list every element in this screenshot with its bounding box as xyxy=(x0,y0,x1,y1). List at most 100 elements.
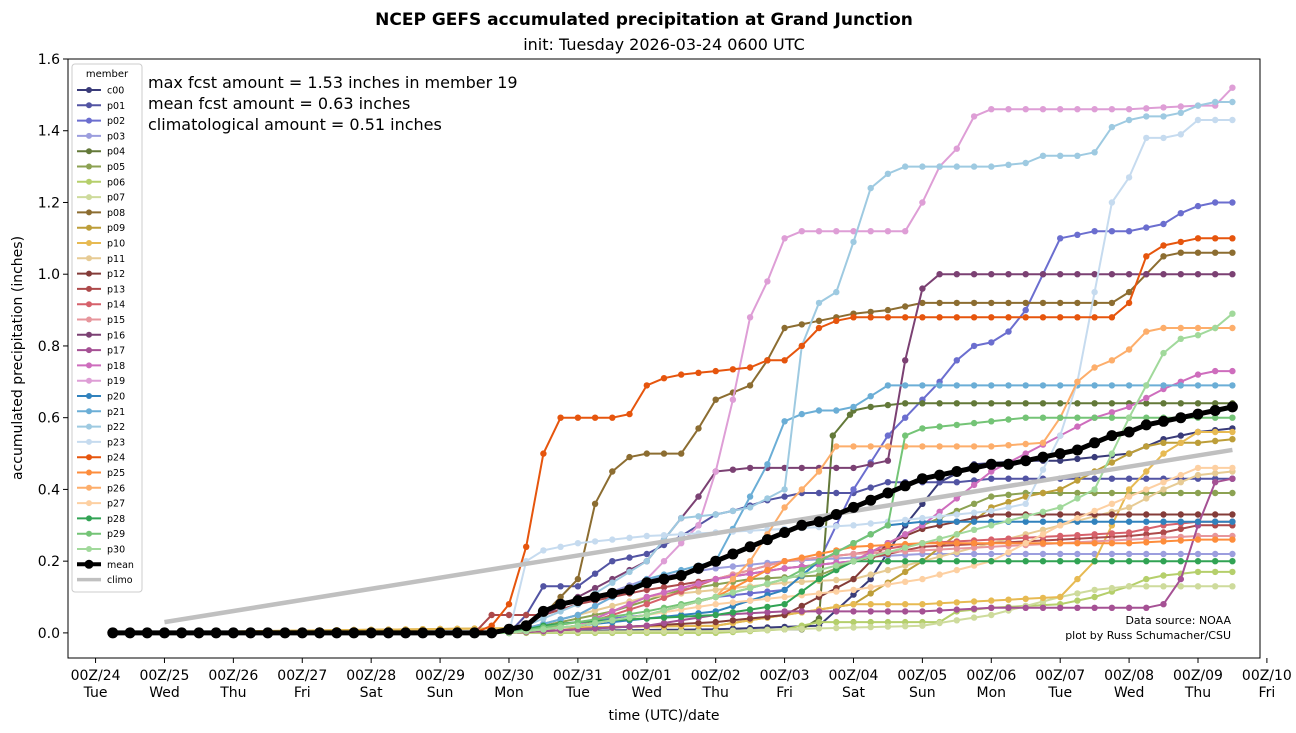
member-p25-point xyxy=(1212,536,1219,543)
member-p16-point xyxy=(988,271,995,278)
legend-entry-p11: p11 xyxy=(77,254,125,265)
mean-point xyxy=(159,627,170,639)
member-p10-point xyxy=(1125,486,1133,493)
member-p30-point xyxy=(1212,324,1219,332)
legend-label: p29 xyxy=(107,529,125,540)
member-p10-point xyxy=(988,597,995,604)
member-p30-point xyxy=(712,593,719,601)
member-p22-point xyxy=(626,568,633,576)
member-p08-point xyxy=(1108,299,1116,307)
member-p21-point xyxy=(764,461,771,468)
member-p04-point xyxy=(1194,400,1202,407)
member-p21-point xyxy=(591,602,599,610)
member-p16-point xyxy=(919,285,926,292)
member-p28-point xyxy=(764,603,771,611)
member-p21-point xyxy=(833,407,840,414)
member-p17-point xyxy=(643,622,650,629)
mean-point xyxy=(985,458,997,470)
member-p07-point xyxy=(678,628,685,635)
member-p23-point xyxy=(1022,500,1029,507)
member-p13-point xyxy=(643,586,650,594)
x-tick-date: 00Z/06 xyxy=(966,668,1016,684)
legend-entry-p13: p13 xyxy=(77,284,125,295)
x-axis-label: time (UTC)/date xyxy=(608,708,719,724)
member-p03-point xyxy=(1039,550,1047,558)
series-layer xyxy=(107,84,1238,639)
member-p16-point xyxy=(798,464,805,472)
member-p03-point xyxy=(1074,550,1081,558)
member-p27-point xyxy=(1229,464,1236,472)
member-p19-point xyxy=(764,278,771,285)
member-p24-point xyxy=(626,410,633,418)
member-p20-point xyxy=(781,586,788,594)
member-p23-point xyxy=(1177,131,1185,138)
legend-label: p03 xyxy=(107,131,125,142)
member-p02-point xyxy=(1212,199,1219,206)
mean-point xyxy=(348,627,360,639)
member-p14-point xyxy=(1143,525,1150,533)
member-p10-point xyxy=(1074,575,1081,583)
member-p13-point xyxy=(1143,531,1150,538)
member-p20-point xyxy=(953,518,960,525)
member-p01-point xyxy=(953,479,960,486)
member-p16-point xyxy=(1039,271,1047,278)
legend-swatch-marker xyxy=(86,194,92,201)
member-p23-point xyxy=(1125,174,1133,181)
legend-swatch-marker xyxy=(86,316,92,323)
member-p30-point xyxy=(660,607,668,614)
member-p27-point xyxy=(1022,540,1029,547)
mean-point xyxy=(365,627,377,639)
member-p16-point xyxy=(833,464,840,472)
member-p07-point xyxy=(660,628,668,635)
x-tick-date: 00Z/28 xyxy=(346,668,396,684)
legend-entry-p30: p30 xyxy=(77,545,125,556)
member-p23-point xyxy=(609,536,616,543)
member-p27-point xyxy=(919,575,926,583)
legend-label: p18 xyxy=(107,361,125,372)
x-tick-date: 00Z/10 xyxy=(1242,668,1292,684)
member-p03-point xyxy=(970,550,978,558)
member-p06-point xyxy=(850,618,857,626)
member-p24-point xyxy=(1057,314,1064,321)
legend-swatch-marker xyxy=(86,148,92,155)
series-p04 xyxy=(109,400,1236,637)
member-p28-point xyxy=(1160,558,1167,565)
member-p27-point xyxy=(781,593,788,601)
member-p04-point xyxy=(1074,400,1081,407)
member-p19-point xyxy=(970,113,978,120)
member-p24-point xyxy=(867,314,874,321)
member-p10-point xyxy=(1194,428,1202,436)
member-p19-point xyxy=(1091,106,1098,113)
member-p22-point xyxy=(1005,161,1012,168)
member-p01-point xyxy=(815,489,823,497)
mean-point xyxy=(434,627,446,639)
member-p07-point xyxy=(884,623,892,630)
member-p19-point xyxy=(781,235,788,242)
member-p08-point xyxy=(970,299,978,307)
member-p22-point xyxy=(884,170,892,177)
member-p22-point xyxy=(850,238,857,246)
member-p18-point xyxy=(1074,423,1081,430)
member-p01-point xyxy=(1005,475,1012,482)
member-p19-point xyxy=(1125,106,1133,113)
member-p19-point xyxy=(1177,103,1185,110)
member-c00-point xyxy=(1074,455,1081,463)
member-p19-point xyxy=(729,396,737,403)
member-p08-point xyxy=(884,306,892,314)
member-p28-point xyxy=(902,558,909,565)
member-p27-point xyxy=(1143,486,1150,493)
mean-point xyxy=(796,519,808,531)
mean-point xyxy=(1089,437,1101,449)
member-p25-point xyxy=(1125,540,1133,547)
member-p15-point xyxy=(936,546,943,553)
legend: member c00 p01 p02 p03 p04 p05 p06 p07 p08 p09 p10… xyxy=(71,63,143,593)
member-p14-point xyxy=(643,601,650,608)
member-p22-point xyxy=(781,486,788,493)
member-p09-point xyxy=(1074,477,1081,484)
member-p10-point xyxy=(953,599,960,606)
member-p04-point xyxy=(884,401,892,409)
mean-point xyxy=(382,627,394,639)
member-p25-point xyxy=(1057,540,1064,547)
member-p09-point xyxy=(867,590,874,597)
member-p10-point xyxy=(850,601,857,608)
